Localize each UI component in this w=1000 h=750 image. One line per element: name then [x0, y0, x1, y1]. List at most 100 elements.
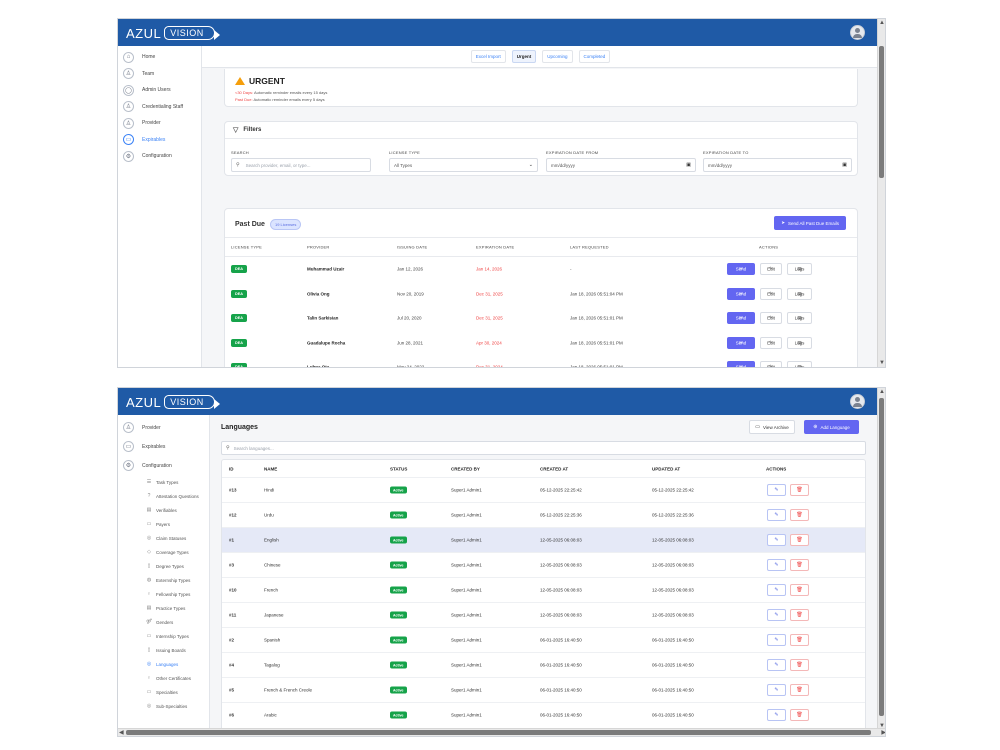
sidebar-subitem-languages[interactable]: ◎ Languages [118, 657, 209, 671]
app-logo[interactable]: AZUL VISION [126, 24, 220, 42]
sidebar-item-label: Provider [142, 424, 161, 431]
user-avatar-icon[interactable] [850, 394, 865, 409]
app-logo[interactable]: AZUL VISION [126, 393, 220, 411]
tab-upcoming[interactable]: Upcoming [542, 50, 573, 63]
edit-button[interactable]: ✎ [767, 684, 786, 696]
vertical-scrollbar[interactable]: ▲ ▼ [877, 388, 885, 730]
edit-button[interactable]: ✎ Edit [760, 287, 782, 300]
sidebar-subitem-other-certificates[interactable]: ♀ Other Certificates [118, 671, 209, 685]
scroll-thumb[interactable] [879, 398, 884, 716]
search-input[interactable]: ⚲ Search languages... [221, 441, 866, 455]
sidebar-subitem-payers[interactable]: ▭ Payers [118, 517, 209, 531]
sidebar-item-admin-users[interactable]: ◯ Admin Users [118, 82, 201, 99]
externship-types-icon: ◍ [146, 577, 152, 583]
logs-button[interactable]: ▤ Logs [787, 361, 812, 367]
scroll-down-icon[interactable]: ▼ [879, 360, 885, 366]
sidebar-subitem-specialties[interactable]: ▭ Specialties [118, 685, 209, 699]
sidebar-subitem-internship-types[interactable]: ▭ Internship Types [118, 629, 209, 643]
scroll-thumb[interactable] [126, 730, 871, 735]
provider-name[interactable]: Olivia Ong [307, 291, 330, 296]
tab-completed[interactable]: Completed [578, 50, 611, 63]
delete-button[interactable]: 🗑 [790, 709, 809, 721]
view-archive-button[interactable]: ▭ View Archive [749, 420, 795, 434]
created-by: Super1 Admin1 [451, 512, 482, 518]
sidebar-item-provider[interactable]: ♙ Provider [118, 418, 209, 437]
logs-button[interactable]: ▤ Logs [787, 263, 812, 275]
send-button[interactable]: ✉ Send [727, 361, 755, 367]
edit-button[interactable]: ✎ [767, 534, 786, 546]
add-language-button[interactable]: ⊕ Add Language [804, 420, 859, 434]
vertical-scrollbar[interactable]: ▲ ▼ [877, 19, 885, 367]
calendar-icon[interactable]: ▣ [686, 162, 691, 168]
delete-button[interactable]: 🗑 [790, 684, 809, 696]
sidebar-item-configuration[interactable]: ⚙ Configuration [118, 148, 201, 165]
edit-button[interactable]: ✎ Edit [760, 263, 782, 275]
sidebar-item-provider[interactable]: ♙ Provider [118, 115, 201, 132]
sidebar-item-credentialing-staff[interactable]: ♙ Credentialing Staff [118, 99, 201, 116]
edit-button[interactable]: ✎ Edit [760, 312, 782, 324]
send-button[interactable]: ✉ Send [727, 263, 755, 275]
sidebar-subitem-sub-specialties[interactable]: ◎ Sub-Specialties [118, 699, 209, 713]
scroll-left-icon[interactable]: ◀ [119, 730, 124, 736]
delete-button[interactable]: 🗑 [790, 584, 809, 596]
delete-button[interactable]: 🗑 [790, 634, 809, 646]
edit-button[interactable]: ✎ [767, 659, 786, 671]
provider-name[interactable]: Guadalupe Rocha [307, 340, 346, 345]
sidebar-item-team[interactable]: ♙ Team [118, 66, 201, 83]
sidebar-subitem-claim-statuses[interactable]: ◎ Claim Statuses [118, 531, 209, 545]
edit-button[interactable]: ✎ Edit [760, 361, 782, 367]
delete-button[interactable]: 🗑 [790, 659, 809, 671]
send-all-past-due-button[interactable]: ➤ Send All Past Due Emails [774, 216, 846, 230]
edit-button[interactable]: ✎ [767, 559, 786, 571]
send-button[interactable]: ✉ Send [727, 287, 755, 300]
logs-button[interactable]: ▤ Logs [787, 312, 812, 324]
edit-button[interactable]: ✎ [767, 609, 786, 621]
sidebar-subitem-task-types[interactable]: ☰ Task Types [118, 475, 209, 489]
sidebar-subitem-genders[interactable]: ⚤ Genders [118, 615, 209, 629]
edit-button[interactable]: ✎ [767, 584, 786, 596]
logs-button[interactable]: ▤ Logs [787, 287, 812, 300]
edit-button[interactable]: ✎ Edit [760, 336, 782, 349]
sidebar-subitem-fellowship-types[interactable]: ♀ Fellowship Types [118, 587, 209, 601]
edit-button[interactable]: ✎ [767, 634, 786, 646]
send-button[interactable]: ✉ Send [727, 312, 755, 324]
scroll-thumb[interactable] [879, 46, 884, 178]
calendar-icon[interactable]: ▣ [842, 162, 847, 168]
sidebar-subitem-externship-types[interactable]: ◍ Externship Types [118, 573, 209, 587]
edit-button[interactable]: ✎ [767, 509, 786, 521]
scroll-down-icon[interactable]: ▼ [879, 723, 885, 729]
user-avatar-icon[interactable] [850, 25, 865, 40]
delete-button[interactable]: 🗑 [790, 484, 809, 496]
sidebar-subitem-issuing-boards[interactable]: ▯ Issuing Boards [118, 643, 209, 657]
date-from-input[interactable]: mm/dd/yyyy ▣ [546, 158, 696, 172]
horizontal-scrollbar[interactable]: ◀ ▶ [118, 728, 886, 736]
sidebar-item-expirables[interactable]: ▭ Expirables [118, 437, 209, 456]
logs-button[interactable]: ▤ Logs [787, 336, 812, 349]
delete-button[interactable]: 🗑 [790, 509, 809, 521]
sidebar-subitem-verifiables[interactable]: ▤ Verifiables [118, 503, 209, 517]
delete-button[interactable]: 🗑 [790, 534, 809, 546]
sidebar-subitem-attestation-questions[interactable]: ? Attestation Questions [118, 489, 209, 503]
provider-name[interactable]: Lubna Ota [307, 364, 330, 368]
scroll-up-icon[interactable]: ▲ [879, 20, 885, 26]
sidebar-subitem-degree-types[interactable]: ▯ Degree Types [118, 559, 209, 573]
sidebar-item-expirables[interactable]: ▭ Expirables [118, 132, 201, 149]
tab-urgent[interactable]: Urgent [511, 50, 537, 63]
date-to-input[interactable]: mm/dd/yyyy ▣ [703, 158, 852, 172]
scroll-right-icon[interactable]: ▶ [881, 730, 886, 736]
provider-name[interactable]: Talin Sarkisian [307, 315, 339, 321]
edit-button[interactable]: ✎ [767, 484, 786, 496]
scroll-up-icon[interactable]: ▲ [879, 389, 885, 395]
edit-button[interactable]: ✎ [767, 709, 786, 721]
sidebar-subitem-practice-types[interactable]: ▤ Practice Types [118, 601, 209, 615]
sidebar-item-home[interactable]: ⌂ Home [118, 49, 201, 66]
tab-excel-import[interactable]: Excel Import [470, 50, 506, 63]
provider-name[interactable]: Muhammad Uzair [307, 266, 345, 272]
delete-button[interactable]: 🗑 [790, 609, 809, 621]
sidebar-subitem-coverage-types[interactable]: ◇ Coverage Types [118, 545, 209, 559]
delete-button[interactable]: 🗑 [790, 559, 809, 571]
search-input[interactable]: ⚲ Search provider, email, or type... [231, 158, 371, 172]
license-type-select[interactable]: All Types ⌄ [389, 158, 538, 172]
send-button[interactable]: ✉ Send [727, 336, 755, 349]
sidebar-item-configuration[interactable]: ⚙ Configuration [118, 456, 209, 475]
